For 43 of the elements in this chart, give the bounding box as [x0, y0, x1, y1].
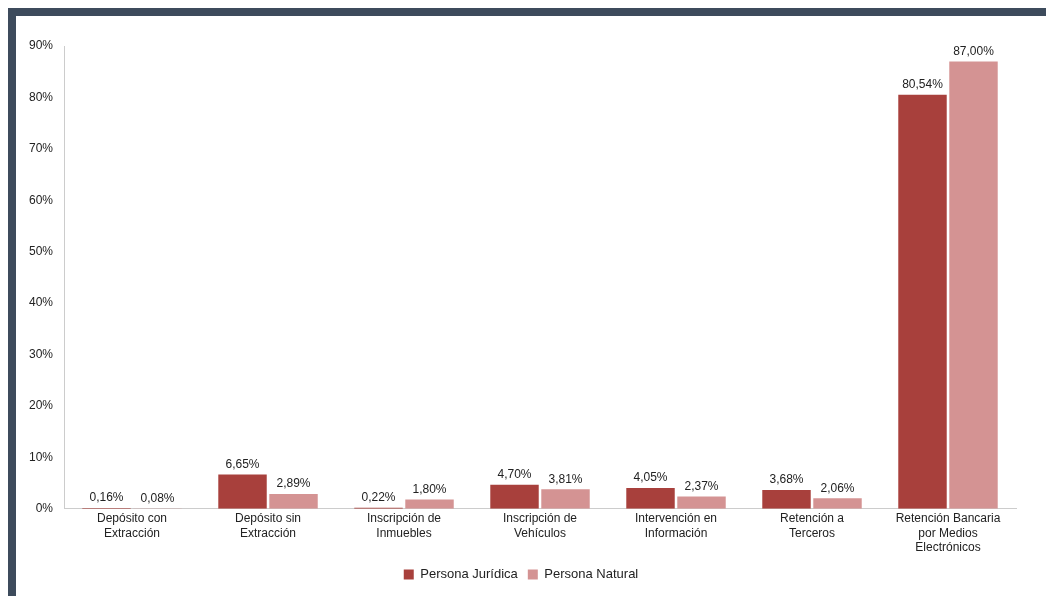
bar [626, 487, 675, 509]
x-tick-label: Inscripción de Vehículos [502, 511, 578, 540]
bar [949, 61, 998, 509]
data-label: 6,65% [225, 456, 260, 471]
y-tick-label: 70% [28, 141, 54, 156]
x-tick-label: Inscripción de Inmuebles [366, 511, 442, 540]
x-tick-label: Depósito sin Extracción [234, 511, 302, 540]
bar [813, 498, 862, 509]
bar [541, 489, 590, 509]
y-tick-label: 90% [28, 38, 54, 53]
y-tick-label: 0% [35, 501, 54, 516]
legend-label: Persona Natural [544, 566, 639, 582]
bar [677, 496, 726, 509]
data-label: 2,37% [684, 478, 719, 493]
data-label: 0,08% [140, 490, 175, 505]
data-label: 0,16% [89, 490, 124, 505]
data-label: 4,70% [497, 466, 532, 481]
bar [490, 484, 539, 509]
data-label: 87,00% [953, 43, 995, 58]
bar [218, 474, 267, 509]
data-label: 2,89% [276, 476, 311, 491]
x-tick-label: Retención Bancaria por Medios Electrónicos [895, 511, 1001, 555]
y-tick-label: 30% [28, 346, 54, 361]
y-tick-label: 80% [28, 89, 54, 104]
y-tick-label: 20% [28, 398, 54, 413]
bar [898, 94, 947, 509]
data-label: 80,54% [902, 76, 944, 91]
y-tick-label: 60% [28, 192, 54, 207]
data-label: 0,22% [361, 489, 396, 504]
data-label: 3,81% [548, 471, 583, 486]
data-label: 3,68% [769, 472, 804, 487]
y-tick-label: 40% [28, 295, 54, 310]
x-tick-label: Retención a Terceros [779, 511, 845, 540]
bar [762, 489, 811, 509]
data-label: 2,06% [820, 480, 855, 495]
data-label: 4,05% [633, 470, 668, 485]
data-label: 1,80% [412, 481, 447, 496]
x-tick-label: Depósito con Extracción [96, 511, 168, 540]
y-tick-label: 50% [28, 244, 54, 258]
x-tick-label: Intervención en Información [634, 511, 718, 540]
y-tick-label: 10% [28, 449, 54, 464]
bar [269, 493, 318, 509]
legend-label: Persona Jurídica [420, 566, 519, 582]
